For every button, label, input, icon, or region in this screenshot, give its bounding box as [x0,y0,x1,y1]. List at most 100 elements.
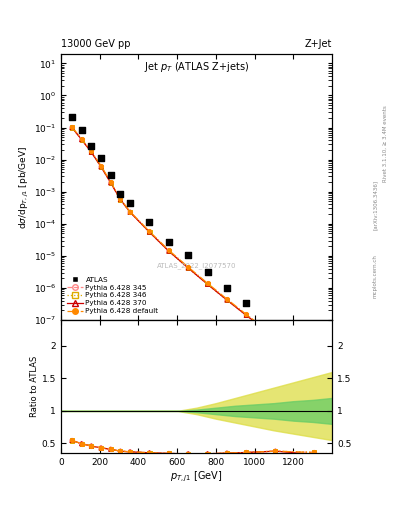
Point [243,449,250,457]
Text: mcplots.cern.ch: mcplots.cern.ch [373,254,378,298]
Point [185,263,191,271]
Point [224,296,230,304]
Point [166,450,172,458]
Y-axis label: d$\sigma$/dp$_{T,j1}$ [pb/GeV]: d$\sigma$/dp$_{T,j1}$ [pb/GeV] [18,145,31,228]
Point [69,436,75,444]
Point [224,449,230,457]
Point [185,264,191,272]
Point [69,123,75,132]
Point [243,449,250,457]
Point [204,450,211,458]
ATLAS [146,218,152,226]
Point [108,445,114,453]
Point [108,445,114,453]
Point [88,442,94,450]
ATLAS [127,199,133,207]
Point [166,247,172,255]
Point [88,442,94,450]
Point [311,362,317,371]
Point [224,449,230,457]
ATLAS [88,142,94,150]
Point [311,449,317,457]
Point [146,227,152,236]
Point [166,247,172,255]
Point [185,450,191,458]
Point [108,179,114,187]
Text: Z+Jet: Z+Jet [305,38,332,49]
Legend: ATLAS, Pythia 6.428 345, Pythia 6.428 346, Pythia 6.428 370, Pythia 6.428 defaul: ATLAS, Pythia 6.428 345, Pythia 6.428 34… [64,274,161,316]
Point [204,280,211,288]
Point [311,364,317,372]
Point [243,310,250,318]
Point [311,364,317,372]
Point [108,445,114,453]
Point [185,264,191,272]
Point [146,228,152,236]
Point [311,449,317,457]
Point [117,447,123,455]
Point [117,447,123,455]
Point [108,179,114,187]
Point [88,442,94,450]
Point [224,295,230,303]
ATLAS [224,284,230,292]
Point [88,148,94,156]
Point [272,334,279,342]
Point [69,436,75,444]
Point [204,450,211,458]
ATLAS [79,126,85,134]
Point [127,447,133,456]
ATLAS [185,251,191,259]
Point [88,442,94,450]
Point [69,436,75,444]
X-axis label: $p_{T,j1}$ [GeV]: $p_{T,j1}$ [GeV] [170,470,223,484]
Point [204,280,211,288]
Point [185,450,191,458]
Point [69,436,75,444]
Text: Jet $p_T$ (ATLAS Z+jets): Jet $p_T$ (ATLAS Z+jets) [144,60,249,74]
Point [311,370,317,378]
Point [224,296,230,304]
Point [146,449,152,457]
Point [311,451,317,459]
Point [272,334,279,342]
Point [117,196,123,204]
Point [108,445,114,453]
Point [166,246,172,254]
Point [127,447,133,456]
Point [272,447,279,455]
Point [127,208,133,216]
Point [272,447,279,455]
Point [311,449,317,457]
Point [127,207,133,216]
Point [98,162,104,170]
Point [69,123,75,132]
Point [224,449,230,457]
Point [272,334,279,342]
Point [79,136,85,144]
Point [204,450,211,458]
ATLAS [69,113,75,121]
ATLAS [272,334,279,342]
Point [272,447,279,455]
Text: ATLAS_2022_I2077570: ATLAS_2022_I2077570 [157,263,236,269]
Point [185,264,191,272]
ATLAS [98,154,104,162]
Point [204,279,211,287]
Point [108,179,114,187]
Point [185,450,191,458]
Point [98,163,104,171]
Point [98,444,104,452]
Point [204,450,211,458]
ATLAS [166,238,172,246]
Point [98,163,104,171]
Point [272,333,279,341]
ATLAS [204,268,211,276]
Point [224,449,230,457]
Point [98,163,104,171]
Point [108,178,114,186]
Point [88,148,94,156]
ATLAS [311,350,317,358]
Point [146,449,152,457]
Text: Rivet 3.1.10, ≥ 3.4M events: Rivet 3.1.10, ≥ 3.4M events [383,105,387,182]
